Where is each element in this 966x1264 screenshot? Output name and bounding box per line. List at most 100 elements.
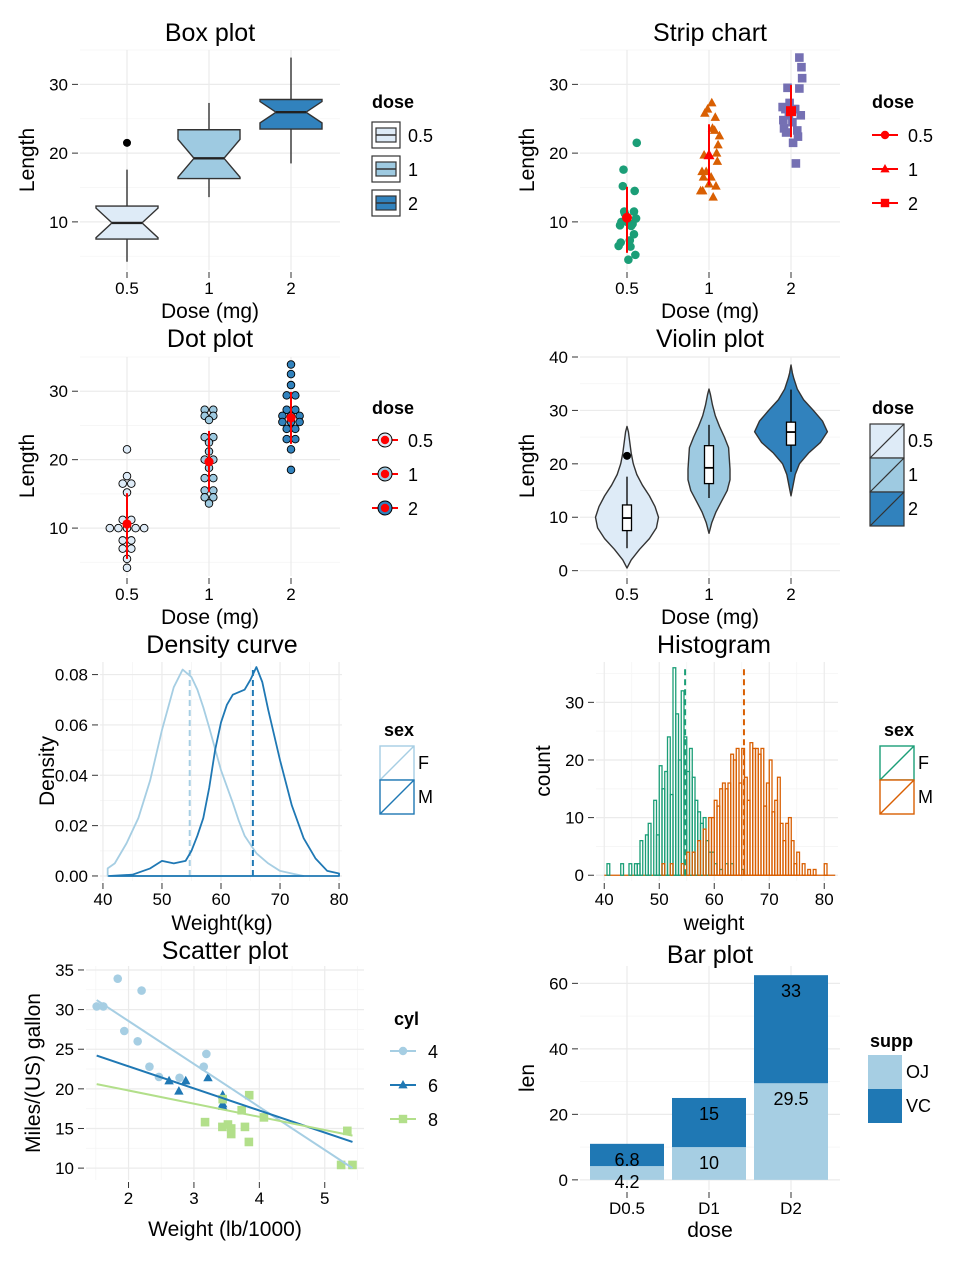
y-tick-label: 0.02 [55, 817, 88, 836]
hist-bar-M [691, 851, 696, 876]
hist-bar-F [628, 863, 633, 876]
scatter-point-cyl4 [92, 1002, 101, 1011]
hist-bar-M [801, 863, 806, 876]
bar-data-label-vc: 6.8 [614, 1150, 639, 1170]
legend-key-marker [880, 130, 890, 140]
strip-point [714, 130, 725, 140]
y-axis-label: Length [16, 434, 39, 498]
strip-point [631, 250, 640, 260]
y-axis-label: Density [36, 735, 59, 806]
scatter-point-cyl4 [99, 1002, 108, 1011]
y-tick-label: 0 [575, 866, 584, 885]
x-tick-label: D0.5 [609, 1199, 645, 1218]
legend-title: sex [884, 720, 914, 740]
chart-title: Scatter plot [162, 937, 289, 965]
dot-point [127, 479, 136, 488]
strip-point [629, 207, 639, 216]
panel-scatter: 10 15 20 25 30 35 2 3 4 5 Scatter plot Weight (lb/1… [22, 937, 438, 1241]
dot-point [282, 434, 291, 444]
dot-point [131, 523, 140, 533]
strip-point [616, 238, 626, 247]
scatter-fit-line-cyl8 [96, 1083, 353, 1137]
chart-title: Bar plot [667, 941, 753, 969]
x-axis-label: Dose (mg) [161, 300, 259, 323]
x-axis-label: Dose (mg) [661, 300, 759, 323]
x-tick-label: 3 [189, 1189, 198, 1208]
y-tick-label: 20 [549, 1105, 568, 1124]
scatter-point-cyl8 [218, 1122, 227, 1132]
strip-point [795, 53, 804, 62]
legend-key-mean [380, 469, 390, 479]
legend-label: 0.5 [408, 126, 433, 146]
y-tick-label: 10 [49, 519, 68, 538]
panel-density: 0.00 0.02 0.04 0.06 0.08 40 50 60 70 80 Density cu… [36, 631, 433, 935]
x-tick-label: 80 [815, 890, 834, 909]
legend-key-diagonal [379, 745, 415, 781]
legend-key-fill [868, 1055, 902, 1089]
scatter-point-cyl4 [119, 1026, 129, 1036]
legend-key-diagonal [879, 745, 915, 781]
y-tick-label: 0.06 [55, 716, 88, 735]
strip-point [783, 83, 792, 93]
legend-title: cyl [394, 1009, 419, 1029]
legend-label: 2 [908, 499, 918, 519]
chart-title: Histogram [657, 631, 771, 659]
box-body [177, 129, 241, 180]
dot-point [122, 471, 132, 481]
hist-bar-M [697, 840, 702, 876]
y-tick-label: 20 [549, 455, 568, 474]
y-tick-label: 30 [55, 1001, 74, 1020]
y-tick-label: 0 [559, 1171, 568, 1190]
y-tick-label: 30 [565, 693, 584, 712]
dot-point [209, 473, 218, 483]
y-tick-label: 60 [549, 974, 568, 993]
legend-title: dose [872, 398, 914, 418]
dot-point [127, 544, 136, 553]
legend-label: 0.5 [908, 431, 933, 451]
scatter-fit-line-cyl4 [96, 999, 354, 1169]
legend-key-marker [880, 163, 890, 173]
x-tick-label: 0.5 [615, 279, 639, 298]
dot-mean-marker [286, 413, 296, 423]
panel-box: 10 20 30 0.5 1 2 Box plot Dose (mg) Length dose 0.… [16, 19, 433, 323]
legend-key-diagonal [879, 779, 915, 815]
x-tick-label: 1 [204, 585, 213, 604]
x-tick-label: 50 [650, 890, 669, 909]
y-tick-label: 0 [559, 562, 568, 581]
scatter-point-cyl8 [226, 1124, 236, 1133]
dot-point [286, 369, 296, 379]
legend-key-diagonal [379, 779, 415, 815]
dot-point [204, 415, 214, 425]
x-tick-label: 2 [286, 279, 295, 298]
x-tick-label: 2 [286, 585, 295, 604]
dot-point [122, 445, 132, 454]
bar-segment-vc [590, 1143, 664, 1167]
x-tick-label: 0.5 [115, 279, 139, 298]
scatter-point-cyl6 [181, 1075, 191, 1085]
y-axis-label: Miles/(US) gallon [22, 993, 45, 1153]
legend-key-marker [398, 1079, 408, 1089]
strip-point [785, 98, 794, 108]
panel-violin: 0 10 20 30 40 0.5 1 2 Violin plot Dose (mg) Length… [516, 325, 933, 629]
legend-key-mean [380, 435, 390, 445]
chart-title: Density curve [146, 631, 297, 659]
y-tick-label: 40 [549, 348, 568, 367]
y-tick-label: 20 [549, 144, 568, 163]
y-axis-label: Length [16, 128, 39, 192]
strip-point [618, 181, 628, 191]
legend-label: 8 [428, 1110, 438, 1130]
x-tick-label: 40 [93, 890, 112, 909]
y-tick-label: 25 [55, 1040, 74, 1059]
hist-bar-M [669, 863, 674, 876]
dot-point [286, 465, 296, 475]
legend-key-diagonal [869, 491, 905, 527]
x-tick-label: 0.5 [615, 585, 639, 604]
legend-label: 4 [428, 1042, 438, 1062]
dot-point [118, 544, 127, 553]
strip-point [624, 255, 633, 264]
legend-key-marker [398, 1046, 408, 1056]
dot-point [295, 417, 304, 427]
panel-bar: 0 20 40 60 D0.5 D1 D2 Bar plot dose len 4.26.8 10 15… [516, 941, 931, 1242]
x-axis-label: Dose (mg) [161, 606, 259, 629]
strip-point [615, 221, 625, 230]
